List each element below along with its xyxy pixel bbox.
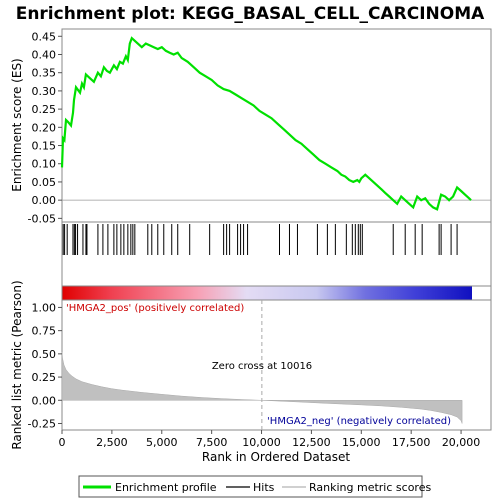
es-panel-frame xyxy=(61,28,492,223)
es-y-tick-label: 0.20 xyxy=(32,121,57,134)
x-tick-label: 2,500 xyxy=(96,436,128,449)
hit-lines xyxy=(62,224,458,255)
es-y-tick-label: 0.25 xyxy=(32,103,57,116)
metric-y-tick-label: 1.00 xyxy=(32,301,57,314)
metric-y-tick-label: 0.50 xyxy=(32,348,57,361)
x-tick-label: 17,500 xyxy=(392,436,431,449)
legend: Enrichment profile Hits Ranking metric s… xyxy=(78,475,431,498)
enrichment-profile-line xyxy=(60,36,472,211)
rank-color-bar xyxy=(62,286,472,300)
legend-metric-label: Ranking metric scores xyxy=(309,481,431,494)
es-y-tick-label: 0.40 xyxy=(32,48,57,61)
metric-y-tick-label: 0.25 xyxy=(32,371,57,384)
es-y-tick-label: 0.00 xyxy=(32,194,57,207)
zero-cross-label: Zero cross at 10016 xyxy=(212,361,312,372)
legend-enrichment-label: Enrichment profile xyxy=(115,481,217,494)
es-y-tick-label: 0.15 xyxy=(32,140,57,153)
x-tick-label: 15,000 xyxy=(342,436,381,449)
legend-frame xyxy=(78,475,423,498)
x-tick-label: 0 xyxy=(59,436,66,449)
x-tick-label: 20,000 xyxy=(442,436,481,449)
es-y-tick-label: 0.10 xyxy=(32,158,57,171)
metric-y-tick-label: 0.75 xyxy=(32,325,57,338)
es-y-tick-label: -0.05 xyxy=(28,212,56,225)
x-axis-ticks: 0 2,500 5,000 7,500 10,000 12,500 15,000 17,500… xyxy=(59,430,481,449)
ranking-metric-area xyxy=(61,351,463,424)
es-y-tick-label: 0.30 xyxy=(32,85,57,98)
x-axis-label: Rank in Ordered Dataset xyxy=(202,450,350,464)
x-tick-label: 12,500 xyxy=(292,436,331,449)
chart-title: Enrichment plot: KEGG_BASAL_CELL_CARCINO… xyxy=(16,4,485,24)
metric-y-tick-label: -0.25 xyxy=(28,418,56,431)
es-y-tick-label: 0.35 xyxy=(32,67,57,80)
legend-hits-label: Hits xyxy=(253,481,275,494)
metric-y-ticks: -0.25 0.00 0.25 0.50 0.75 1.00 xyxy=(28,301,62,431)
negative-correlation-label: 'HMGA2_neg' (negatively correlated) xyxy=(267,416,451,427)
metric-y-axis-label: Ranked list metric (Pearson) xyxy=(10,280,24,449)
es-y-axis-label: Enrichment score (ES) xyxy=(10,58,24,191)
x-tick-label: 7,500 xyxy=(196,436,228,449)
metric-y-tick-label: 0.00 xyxy=(32,394,57,407)
metric-panel: -0.25 0.00 0.25 0.50 0.75 1.00 'HMGA2_pos' (p… xyxy=(10,280,492,450)
x-tick-label: 10,000 xyxy=(242,436,281,449)
es-y-ticks: -0.05 0.00 0.05 0.10 0.15 0.20 0.25 0.30 0.35 0.4… xyxy=(28,30,62,225)
es-y-tick-label: 0.45 xyxy=(32,30,57,43)
x-tick-label: 5,000 xyxy=(146,436,178,449)
es-y-tick-label: 0.05 xyxy=(32,176,57,189)
es-panel: -0.05 0.00 0.05 0.10 0.15 0.20 0.25 0.30 0.35 0.4… xyxy=(10,28,492,225)
hits-panel-frame xyxy=(61,221,492,287)
hits-panel xyxy=(61,221,492,287)
positive-correlation-label: 'HMGA2_pos' (positively correlated) xyxy=(66,303,244,314)
